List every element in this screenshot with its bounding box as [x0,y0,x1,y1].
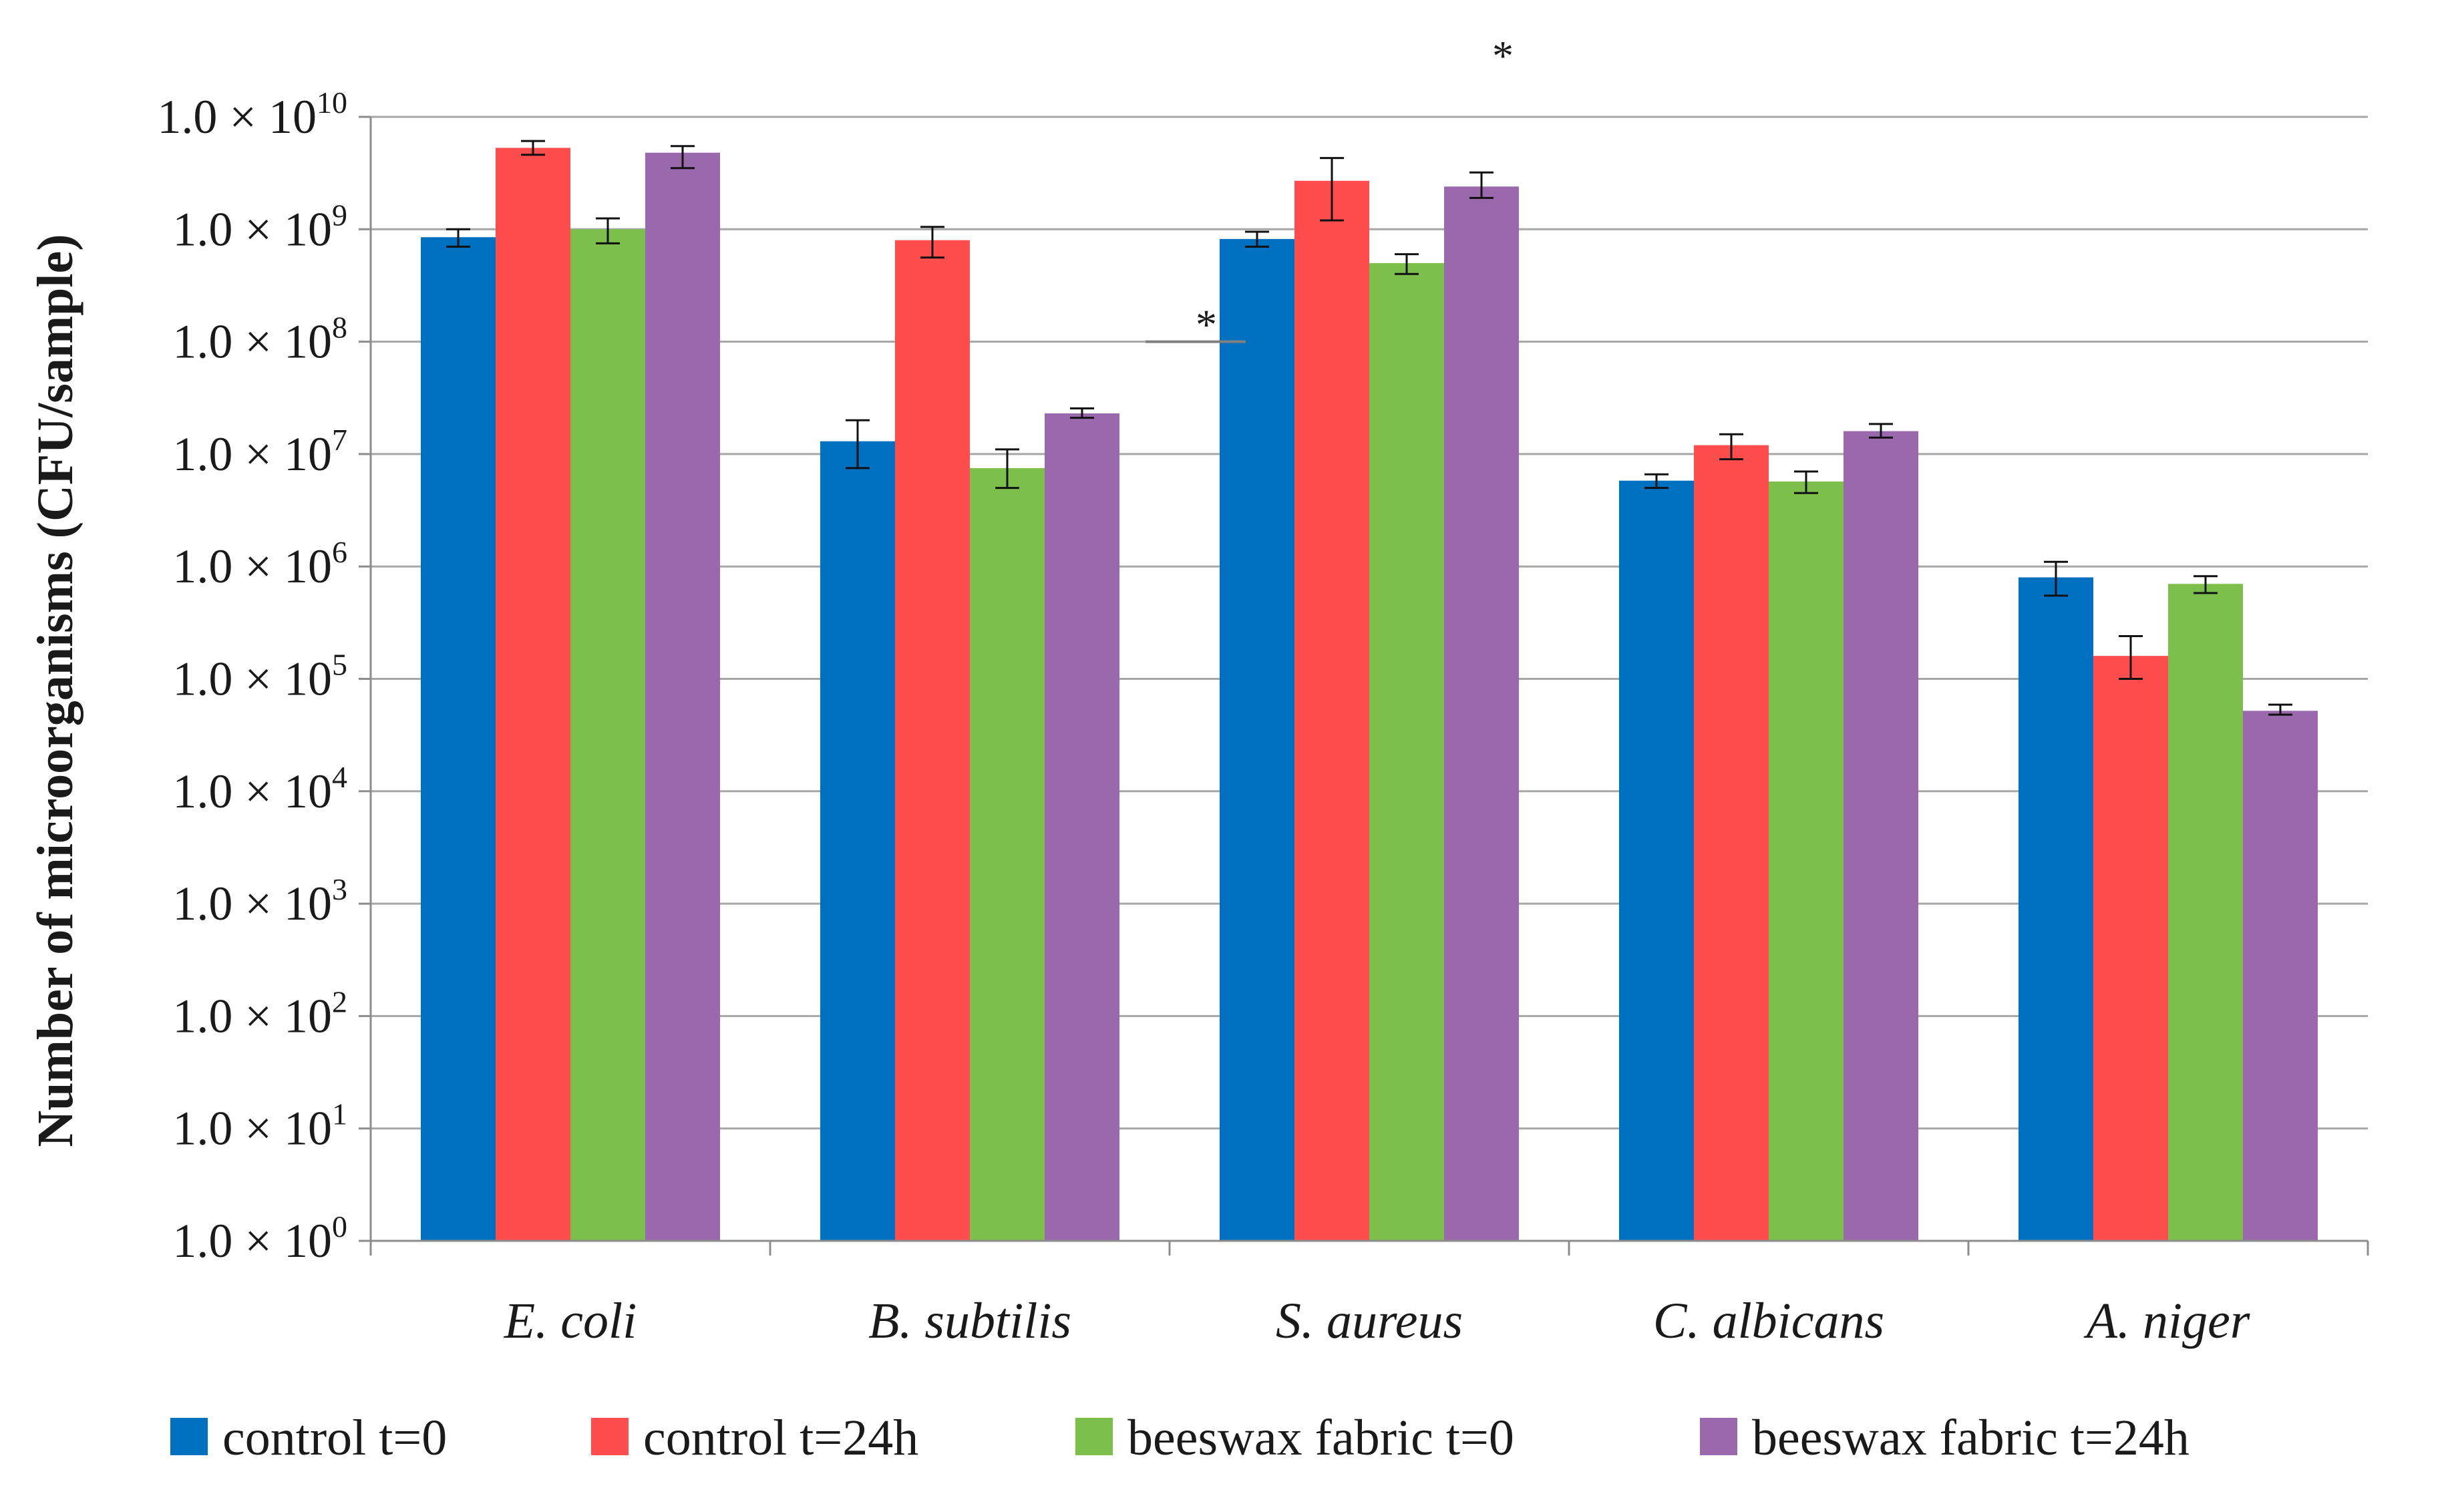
bar [2243,711,2318,1241]
y-tick-exponent: 6 [332,535,347,569]
y-tick-label: 1.0 × 1010 [157,85,347,144]
y-tick-exponent: 2 [332,984,347,1018]
bar [895,240,970,1241]
legend-label: control t=0 [222,1410,447,1466]
y-tick-exponent: 0 [332,1209,347,1244]
bar [820,441,895,1241]
significance-annotations: ** [1146,32,1514,349]
y-tick-mantissa: 1.0 × 10 [172,877,332,930]
error-bars [446,140,2292,716]
bar [1769,481,1844,1241]
bar [1619,480,1694,1241]
significance-star: * [1196,301,1217,349]
y-tick-label: 1.0 × 108 [172,311,347,369]
bar [970,467,1045,1241]
y-tick-exponent: 9 [332,198,347,232]
y-tick-label: 1.0 × 107 [172,423,347,481]
y-tick-exponent: 10 [317,85,347,120]
y-tick-exponent: 1 [332,1097,347,1131]
x-category-label: C. albicans [1653,1293,1884,1349]
bar [1694,445,1769,1242]
bar [1220,238,1294,1241]
bar [421,237,496,1241]
x-category-label: B. subtilis [868,1293,1071,1349]
y-tick-mantissa: 1.0 × 10 [157,90,317,144]
legend-swatch [170,1418,208,1455]
y-tick-exponent: 3 [332,872,347,906]
bar [570,229,645,1241]
bars [421,148,2318,1242]
y-tick-mantissa: 1.0 × 10 [172,652,332,706]
bar [1844,431,1918,1241]
y-tick-label: 1.0 × 104 [172,760,347,818]
bar [2019,577,2093,1241]
x-category-labels: E. coli B. subtilis S. aureus C. albicans A.… [504,1293,2250,1349]
x-category-label: A. niger [2083,1293,2250,1349]
legend-label: beeswax fabric t=24h [1752,1410,2190,1466]
y-tick-mantissa: 1.0 × 10 [172,1214,332,1268]
bar [1045,413,1119,1241]
y-tick-label: 1.0 × 105 [172,648,347,706]
legend-swatch [1700,1418,1737,1455]
x-category-label: S. aureus [1276,1293,1463,1349]
bar [2093,656,2168,1241]
y-tick-exponent: 5 [332,648,347,682]
bar [1369,262,1444,1241]
y-tick-mantissa: 1.0 × 10 [172,315,332,369]
y-tick-label: 1.0 × 109 [172,198,347,256]
legend-swatch [591,1418,629,1455]
legend-swatch [1075,1418,1113,1455]
legend-label: control t=24h [643,1410,918,1466]
bar [645,152,720,1241]
y-tick-label: 1.0 × 106 [172,535,347,593]
bar [496,148,570,1241]
bar [1294,180,1369,1242]
y-tick-mantissa: 1.0 × 10 [172,765,332,818]
y-tick-label: 1.0 × 100 [172,1209,347,1268]
y-tick-exponent: 4 [332,760,347,794]
y-tick-label: 1.0 × 103 [172,872,347,930]
legend-label: beeswax fabric t=0 [1127,1410,1514,1466]
y-tick-mantissa: 1.0 × 10 [172,989,332,1043]
y-tick-mantissa: 1.0 × 10 [172,427,332,481]
y-tick-exponent: 7 [332,423,347,457]
bar [1444,186,1519,1242]
y-tick-mantissa: 1.0 × 10 [172,540,332,593]
bar [2168,584,2243,1241]
y-tick-label: 1.0 × 102 [172,984,347,1043]
significance-star: * [1492,32,1514,79]
x-category-label: E. coli [504,1293,637,1349]
y-axis-title: Number of microorganisms (CFU/sample) [27,234,83,1147]
y-tick-exponent: 8 [332,311,347,345]
y-tick-label: 1.0 × 101 [172,1097,347,1155]
y-tick-mantissa: 1.0 × 10 [172,202,332,256]
y-tick-mantissa: 1.0 × 10 [172,1102,332,1155]
legend: control t=0 control t=24h beeswax fabric t… [170,1410,2190,1466]
